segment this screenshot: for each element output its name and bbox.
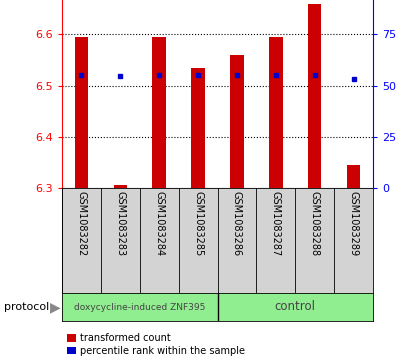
Text: GSM1083285: GSM1083285	[193, 191, 203, 256]
Bar	[347, 165, 360, 188]
Text: GSM1083286: GSM1083286	[232, 191, 242, 256]
Text: GSM1083284: GSM1083284	[154, 191, 164, 256]
Text: protocol: protocol	[4, 302, 49, 312]
Text: GSM1083289: GSM1083289	[349, 191, 359, 256]
Legend: transformed count, percentile rank within the sample: transformed count, percentile rank withi…	[67, 333, 245, 356]
Text: GSM1083288: GSM1083288	[310, 191, 320, 256]
Text: ▶: ▶	[49, 300, 60, 314]
Text: doxycycline-induced ZNF395: doxycycline-induced ZNF395	[74, 302, 205, 311]
Bar	[217, 293, 373, 321]
Bar	[308, 4, 322, 188]
Text: control: control	[275, 301, 316, 314]
Bar	[62, 293, 217, 321]
Bar	[114, 185, 127, 188]
Text: GSM1083283: GSM1083283	[115, 191, 125, 256]
Text: GSM1083282: GSM1083282	[76, 191, 86, 256]
Text: GSM1083287: GSM1083287	[271, 191, 281, 256]
Bar	[152, 37, 166, 188]
Bar	[75, 37, 88, 188]
Bar	[230, 55, 244, 188]
Bar	[191, 68, 205, 188]
Bar	[269, 37, 283, 188]
